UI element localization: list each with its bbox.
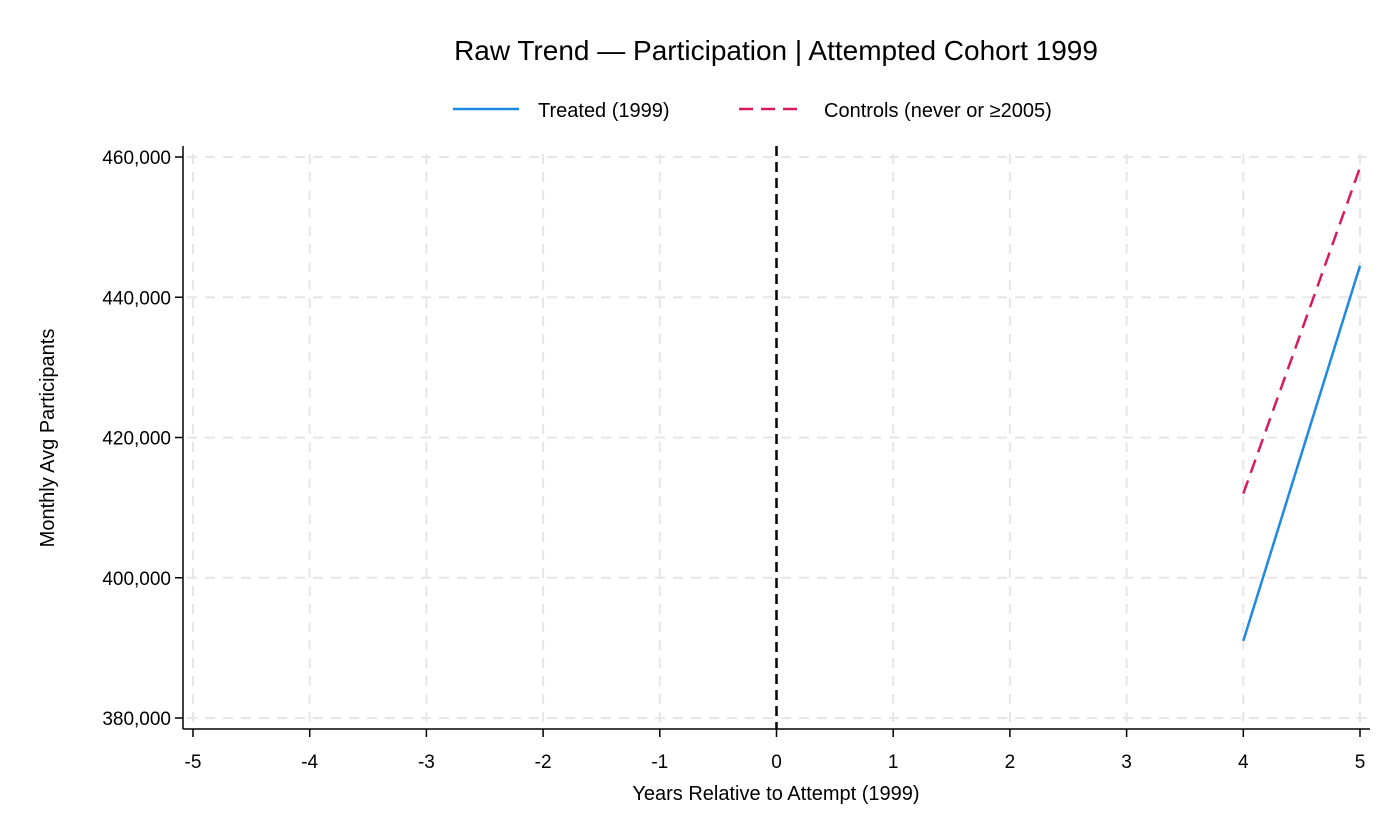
- x-tick-label: -5: [185, 752, 202, 773]
- x-tick-label: 0: [771, 752, 782, 773]
- y-tick-label: 400,000: [102, 569, 171, 590]
- x-tick-label: -1: [651, 752, 668, 773]
- y-tick-label: 440,000: [102, 288, 171, 309]
- x-tick-label: 2: [1005, 752, 1016, 773]
- legend: Treated (1999) Controls (never or ≥2005): [453, 100, 1052, 122]
- x-tick-label: -3: [418, 752, 435, 773]
- y-tick-label: 460,000: [102, 148, 171, 169]
- x-axis-label: Years Relative to Attempt (1999): [632, 783, 919, 805]
- chart-title: Raw Trend — Participation | Attempted Co…: [454, 35, 1098, 66]
- y-tick-label: 380,000: [102, 709, 171, 730]
- y-axis-label: Monthly Avg Participants: [37, 329, 59, 548]
- x-tick-label: 4: [1238, 752, 1249, 773]
- x-tick-label: 3: [1121, 752, 1132, 773]
- series-group: [1242, 167, 1362, 642]
- axes: 380,000 400,000 420,000 440,000 460,000 -5 -4 -…: [102, 146, 1370, 773]
- x-tick-label: -2: [535, 752, 552, 773]
- series-line-2: [1242, 167, 1362, 495]
- grid: [187, 154, 1370, 725]
- y-tick-label: 420,000: [102, 429, 171, 450]
- series-line-1: [1242, 265, 1362, 642]
- legend-label-1: Treated (1999): [538, 100, 670, 122]
- x-tick-label: 1: [888, 752, 899, 773]
- x-tick-label: -4: [301, 752, 318, 773]
- legend-label-2: Controls (never or ≥2005): [824, 100, 1052, 122]
- x-tick-label: 5: [1355, 752, 1366, 773]
